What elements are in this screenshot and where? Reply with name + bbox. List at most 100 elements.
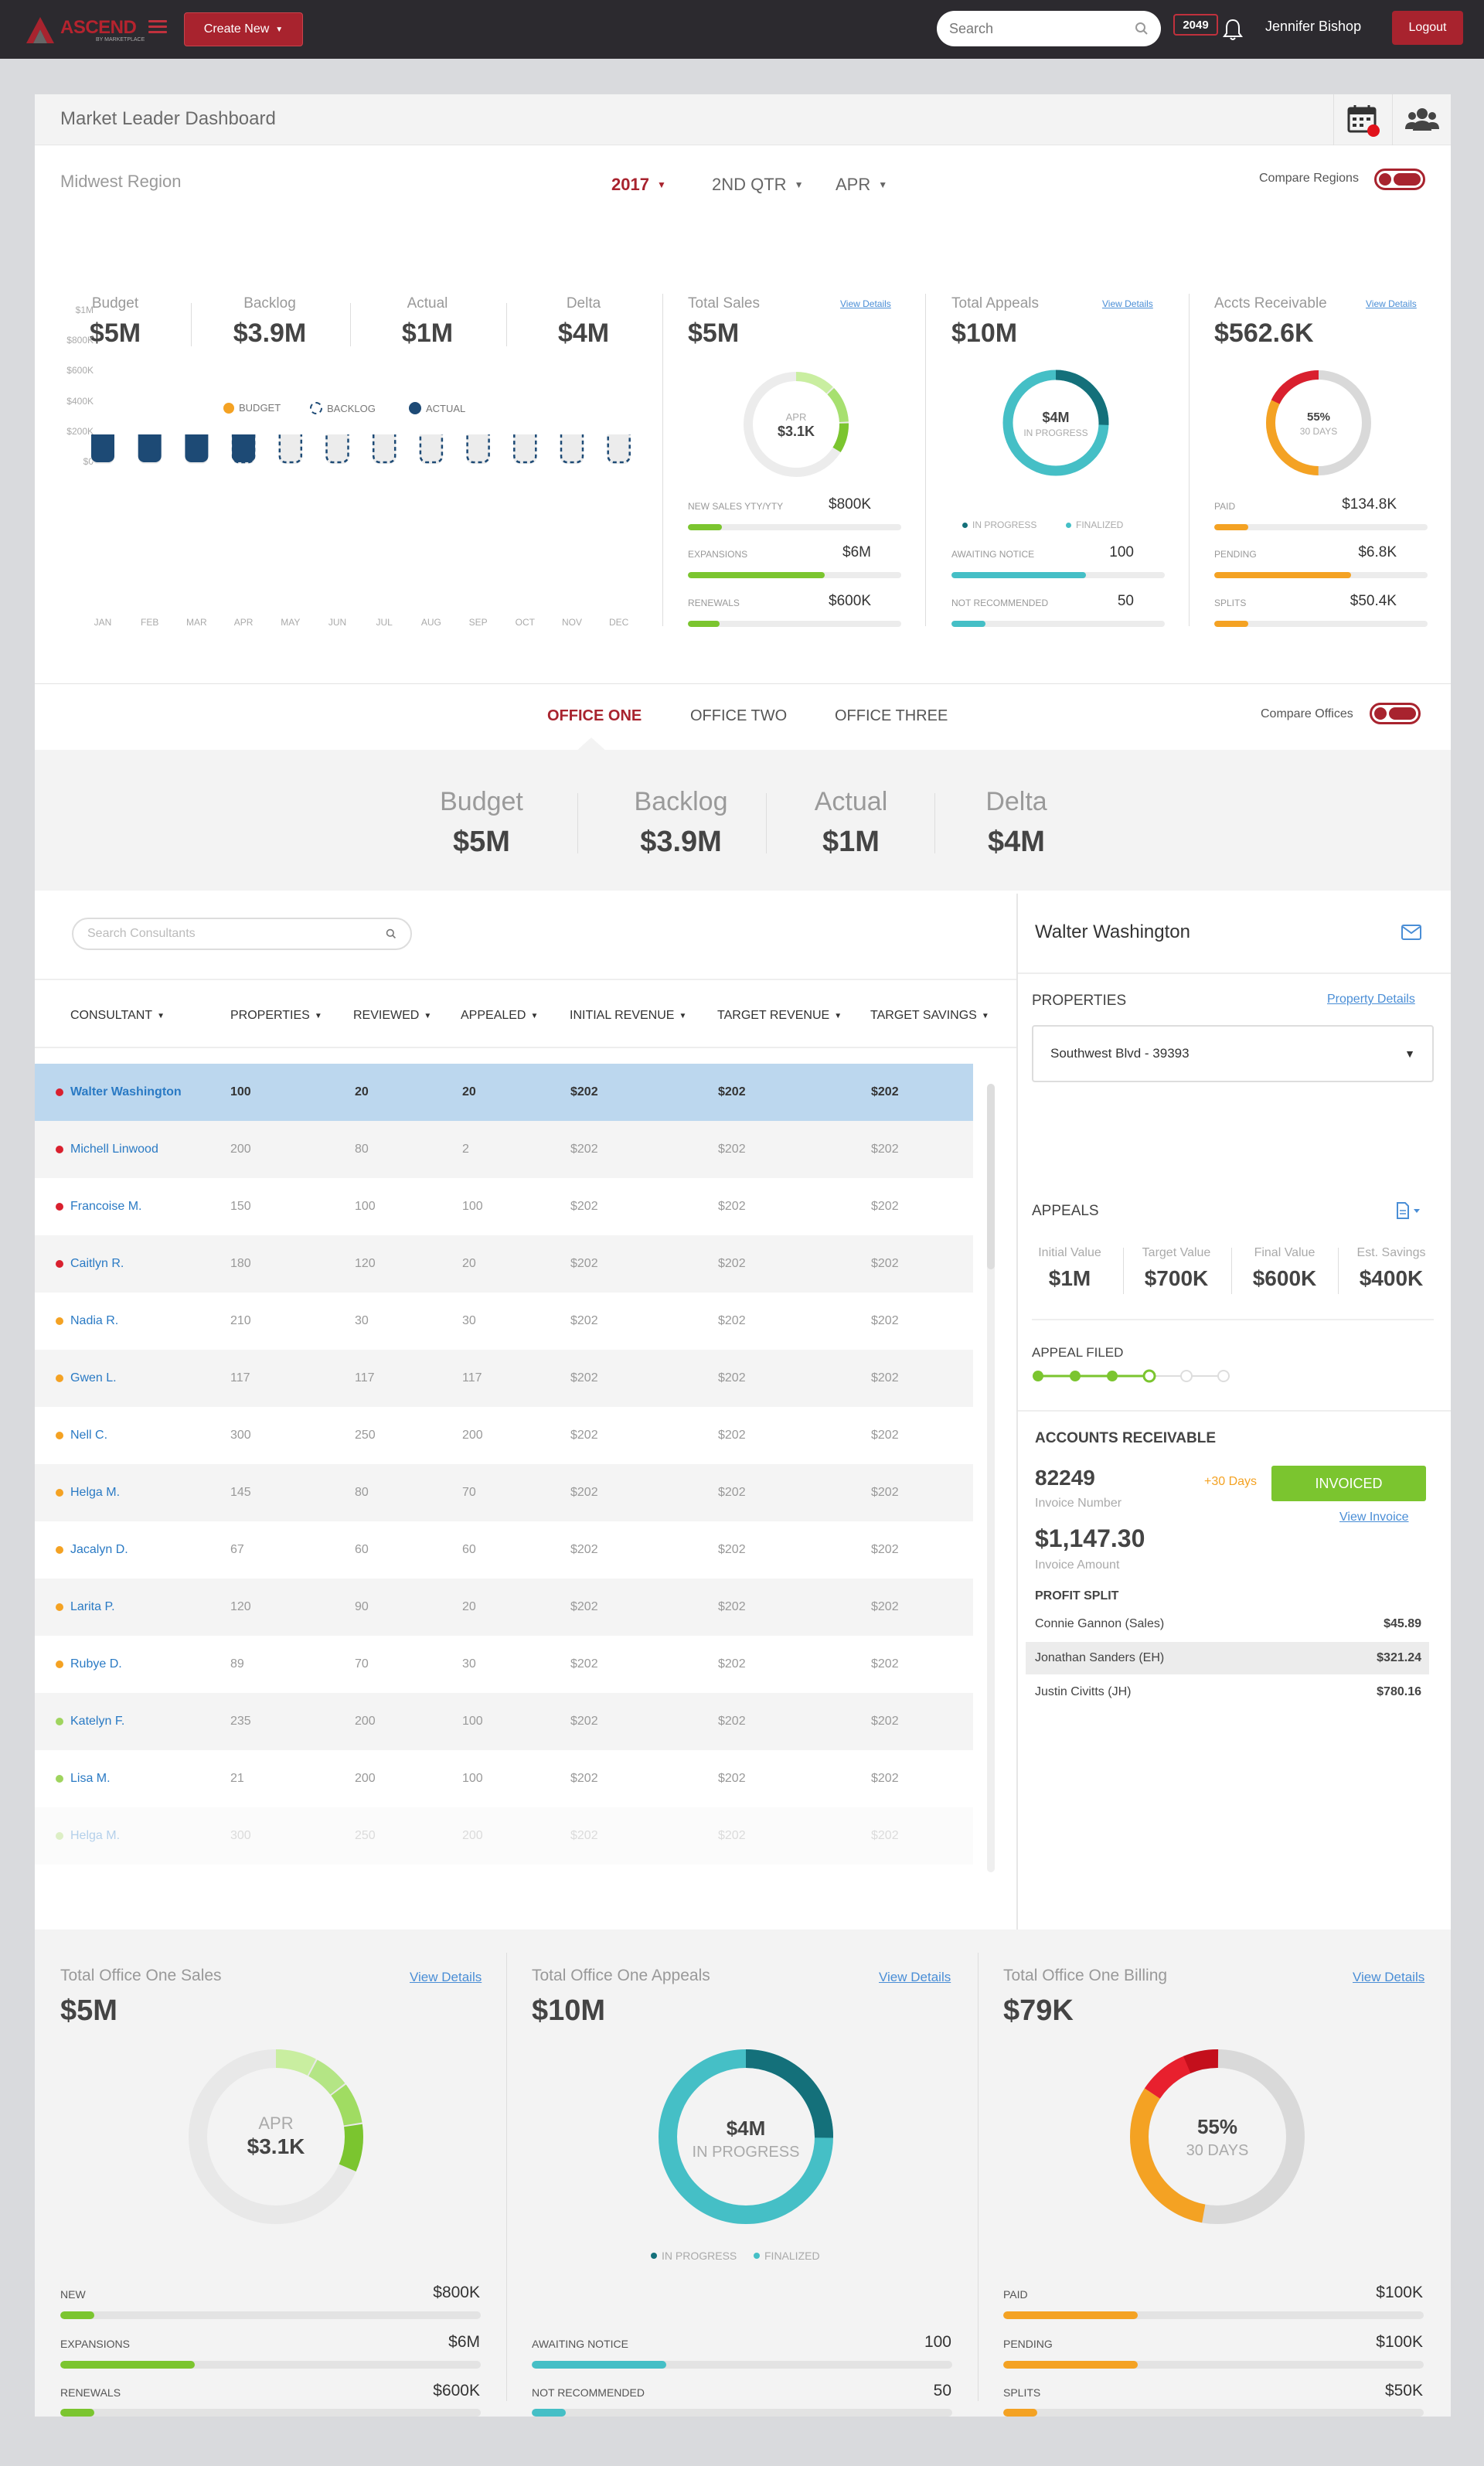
invoiced-button[interactable]: INVOICED <box>1271 1466 1426 1501</box>
table-row[interactable]: Michell Linwood 200 80 2 $202 $202 $202 <box>35 1121 973 1178</box>
column-header-properties[interactable]: PROPERTIES ▼ <box>230 1009 322 1022</box>
create-new-button[interactable]: Create New ▼ <box>184 12 303 46</box>
consultant-name-link[interactable]: Nell C. <box>70 1429 108 1442</box>
table-row[interactable]: Helga M. 300 250 200 $202 $202 $202 <box>35 1807 973 1865</box>
table-row[interactable]: Nell C. 300 250 200 $202 $202 $202 <box>35 1407 973 1464</box>
table-cell: 300 <box>230 1829 251 1842</box>
table-row[interactable]: Gwen L. 117 117 117 $202 $202 $202 <box>35 1350 973 1407</box>
backlog-bar[interactable] <box>466 434 490 464</box>
table-row[interactable]: Francoise M. 150 100 100 $202 $202 $202 <box>35 1178 973 1235</box>
table-cell: 120 <box>355 1257 376 1270</box>
consultant-name-link[interactable]: Jacalyn D. <box>70 1543 128 1556</box>
actual-bar[interactable] <box>232 434 256 462</box>
property-selected-value: Southwest Blvd - 39393 <box>1050 1046 1190 1061</box>
column-header-appealed[interactable]: APPEALED ▼ <box>461 1009 539 1022</box>
table-row[interactable]: Caitlyn R. 180 120 20 $202 $202 $202 <box>35 1235 973 1293</box>
office-billing-view-details-link[interactable]: View Details <box>1353 1970 1425 1984</box>
consultant-name-link[interactable]: Rubye D. <box>70 1657 122 1671</box>
user-name[interactable]: Jennifer Bishop <box>1265 19 1362 34</box>
total-appeals-view-details-link[interactable]: View Details <box>1102 298 1153 309</box>
office-sales-view-details-link[interactable]: View Details <box>410 1970 482 1984</box>
kpi-budget-label: Budget <box>91 295 139 312</box>
search-icon[interactable] <box>386 928 397 939</box>
consultant-name-link[interactable]: Helga M. <box>70 1829 121 1842</box>
column-header-initial-revenue[interactable]: INITIAL REVENUE ▼ <box>570 1009 687 1022</box>
table-scrollbar[interactable] <box>987 1084 995 1872</box>
view-invoice-link[interactable]: View Invoice <box>1339 1511 1409 1524</box>
global-search-input[interactable]: Search <box>937 11 1161 46</box>
sales-progress-bar <box>688 621 901 627</box>
table-cell: $202 <box>871 1543 899 1556</box>
consultant-name-link[interactable]: Larita P. <box>70 1600 115 1613</box>
backlog-bar[interactable] <box>372 434 397 464</box>
consultant-name-link[interactable]: Lisa M. <box>70 1772 111 1785</box>
year-select[interactable]: 2017 ▼ <box>611 175 666 195</box>
consultant-name-link[interactable]: Helga M. <box>70 1486 121 1499</box>
progress-fill <box>951 621 986 627</box>
actual-bar[interactable] <box>138 434 162 462</box>
table-cell: $202 <box>718 1543 746 1556</box>
consultant-name-link[interactable]: Walter Washington <box>70 1085 182 1098</box>
search-icon[interactable] <box>1135 22 1149 36</box>
table-cell: $202 <box>570 1257 598 1270</box>
table-cell: 90 <box>355 1600 369 1613</box>
month-select[interactable]: APR ▼ <box>836 175 887 195</box>
table-row[interactable]: Helga M. 145 80 70 $202 $202 $202 <box>35 1464 973 1521</box>
bar-track <box>466 434 490 464</box>
office-sales-bar-label: EXPANSIONS <box>60 2338 130 2350</box>
tab-office-one[interactable]: OFFICE ONE <box>547 707 642 724</box>
calendar-button[interactable] <box>1333 94 1392 145</box>
accts-receivable-view-details-link[interactable]: View Details <box>1366 298 1417 309</box>
backlog-bar[interactable] <box>325 434 349 464</box>
property-details-link[interactable]: Property Details <box>1327 993 1415 1006</box>
notification-count-badge[interactable]: 2049 <box>1173 14 1218 36</box>
column-header-target-savings[interactable]: TARGET SAVINGS ▼ <box>870 1009 989 1022</box>
table-row[interactable]: Lisa M. 21 200 100 $202 $202 $202 <box>35 1750 973 1807</box>
table-cell: $202 <box>570 1143 598 1156</box>
column-header-reviewed[interactable]: REVIEWED ▼ <box>353 1009 432 1022</box>
actual-bar[interactable] <box>91 434 114 462</box>
bell-icon[interactable] <box>1221 17 1244 42</box>
office-sales-bar-value: $600K <box>433 2382 480 2400</box>
property-select[interactable]: Southwest Blvd - 39393 ▼ <box>1032 1025 1434 1082</box>
office-appeals-view-details-link[interactable]: View Details <box>879 1970 951 1984</box>
compare-regions-label: Compare Regions <box>1259 172 1359 185</box>
backlog-bar[interactable] <box>278 434 303 464</box>
table-row[interactable]: Jacalyn D. 67 60 60 $202 $202 $202 <box>35 1521 973 1579</box>
column-header-target-revenue[interactable]: TARGET REVENUE ▼ <box>717 1009 842 1022</box>
team-button[interactable] <box>1392 94 1451 145</box>
table-cell: 89 <box>230 1657 244 1671</box>
accts-receivable-value: $562.6K <box>1214 318 1314 348</box>
table-cell: $202 <box>871 1371 899 1385</box>
total-sales-view-details-link[interactable]: View Details <box>840 298 891 309</box>
compare-regions-toggle[interactable] <box>1374 169 1425 190</box>
office-budget-value: $5M <box>453 826 510 858</box>
consultant-name-link[interactable]: Nadia R. <box>70 1314 119 1327</box>
hamburger-menu-icon[interactable] <box>148 20 167 36</box>
compare-offices-toggle[interactable] <box>1370 703 1421 724</box>
consultant-search-input[interactable]: Search Consultants <box>72 918 412 950</box>
document-dropdown-icon[interactable] <box>1395 1201 1423 1220</box>
backlog-bar[interactable] <box>513 434 537 464</box>
consultant-name-link[interactable]: Michell Linwood <box>70 1143 158 1156</box>
backlog-bar[interactable] <box>560 434 584 464</box>
progress-fill <box>532 2361 667 2369</box>
consultant-name-link[interactable]: Francoise M. <box>70 1200 142 1213</box>
tab-office-two[interactable]: OFFICE TWO <box>690 707 788 724</box>
tab-office-three[interactable]: OFFICE THREE <box>835 707 948 724</box>
actual-bar[interactable] <box>185 434 209 462</box>
table-row[interactable]: Nadia R. 210 30 30 $202 $202 $202 <box>35 1293 973 1350</box>
consultant-name-link[interactable]: Gwen L. <box>70 1371 117 1385</box>
consultant-name-link[interactable]: Caitlyn R. <box>70 1257 124 1270</box>
table-row[interactable]: Walter Washington 100 20 20 $202 $202 $202 <box>35 1064 973 1121</box>
consultant-name-link[interactable]: Katelyn F. <box>70 1715 125 1728</box>
table-row[interactable]: Larita P. 120 90 20 $202 $202 $202 <box>35 1579 973 1636</box>
logout-button[interactable]: Logout <box>1392 11 1463 45</box>
caret-down-icon: ▼ <box>878 179 888 190</box>
table-row[interactable]: Rubye D. 89 70 30 $202 $202 $202 <box>35 1636 973 1693</box>
table-row[interactable]: Katelyn F. 235 200 100 $202 $202 $202 <box>35 1693 973 1750</box>
table-cell: $202 <box>871 1715 899 1728</box>
quarter-select[interactable]: 2ND QTR ▼ <box>712 175 803 195</box>
column-header-consultant[interactable]: CONSULTANT ▼ <box>70 1009 165 1022</box>
envelope-icon[interactable] <box>1401 925 1421 940</box>
